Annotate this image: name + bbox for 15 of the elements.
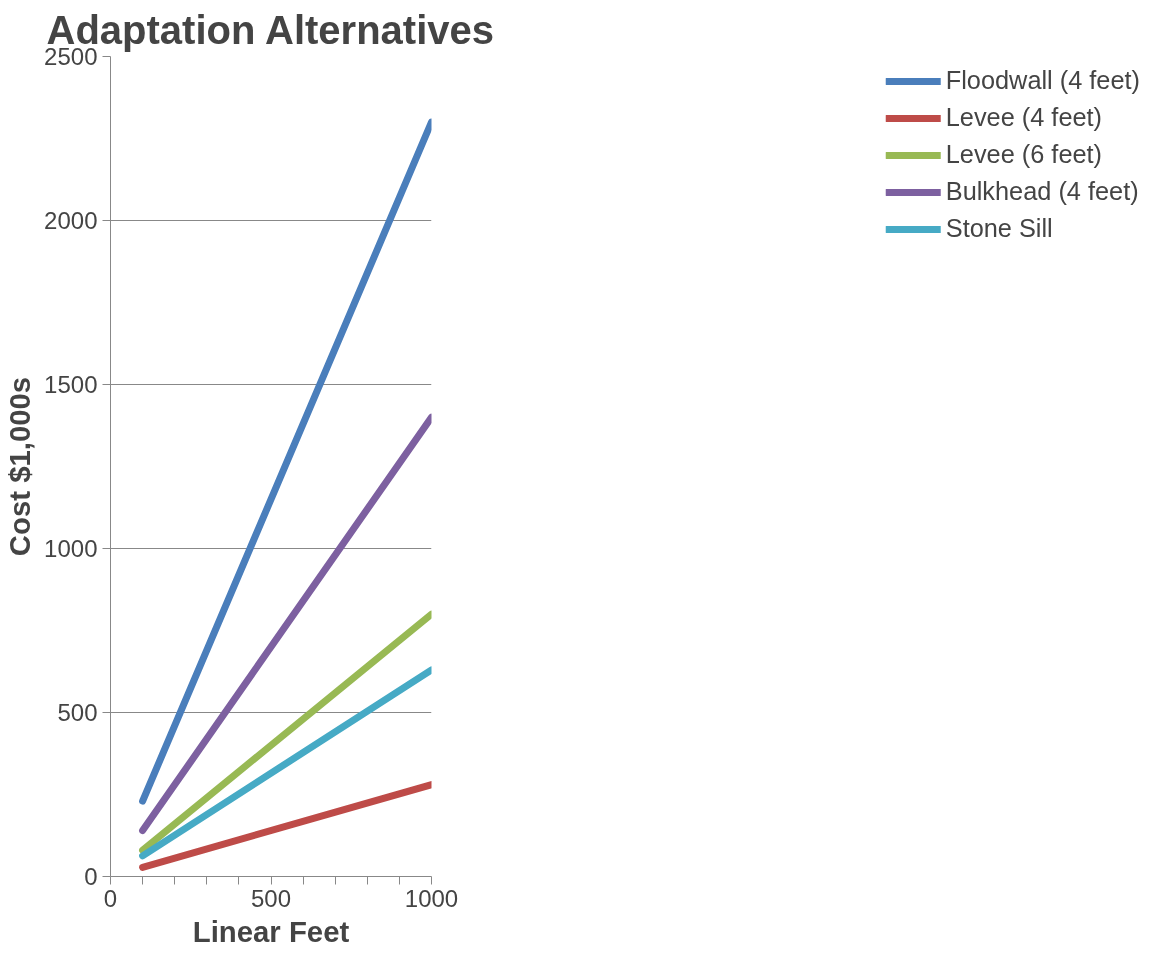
x-tick-label: 0 — [103, 884, 118, 912]
legend-label: Levee (6 feet) — [945, 140, 1103, 169]
legend-label: Bulkhead (4 feet) — [945, 177, 1139, 206]
legend-label: Floodwall (4 feet) — [945, 66, 1140, 95]
legend-label: Levee (4 feet) — [945, 103, 1103, 132]
y-tick-label: 500 — [57, 699, 98, 726]
y-axis-title: Cost $1,000s — [3, 376, 37, 557]
legend-label: Stone Sill — [945, 214, 1053, 243]
y-tick-label: 0 — [84, 863, 98, 890]
y-tick-label: 1500 — [44, 371, 98, 398]
x-tick-label: 1000 — [404, 884, 459, 912]
x-axis-title: Linear Feet — [192, 914, 350, 948]
y-tick-label: 2000 — [44, 207, 98, 234]
x-tick-label: 500 — [250, 884, 292, 912]
y-tick-label: 1000 — [44, 535, 98, 562]
